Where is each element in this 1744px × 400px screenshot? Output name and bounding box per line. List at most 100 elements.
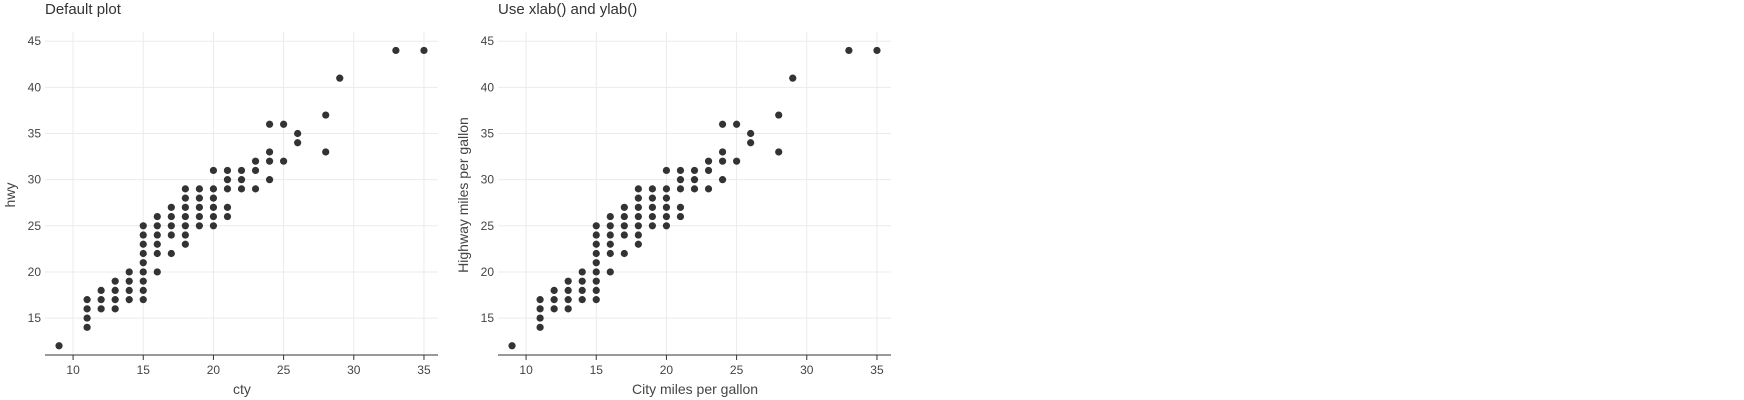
data-point — [153, 249, 161, 258]
data-point — [139, 296, 147, 304]
data-point — [111, 286, 119, 294]
scatter-panel-default: Default plot 10 15 20 25 30 3515202530354045 … — [2, 1, 438, 397]
data-point — [620, 249, 628, 258]
data-point — [676, 203, 685, 211]
chart-title: Use xlab() and ylab() — [498, 1, 637, 18]
y-tick-label: 15 — [481, 311, 495, 325]
y-tick-label: 20 — [481, 265, 495, 279]
data-point — [620, 231, 628, 239]
points — [508, 46, 881, 350]
data-point — [606, 231, 614, 239]
data-point — [550, 286, 558, 294]
data-point — [775, 148, 783, 156]
y-tick-label: 35 — [481, 127, 495, 141]
grid — [498, 32, 891, 355]
data-point — [662, 185, 671, 193]
data-point — [578, 296, 586, 304]
data-point — [536, 314, 544, 322]
data-point — [392, 46, 400, 55]
x-tick-label: 25 — [730, 363, 744, 377]
data-point — [564, 305, 572, 313]
y-tick-label: 25 — [481, 219, 495, 233]
data-point — [508, 342, 516, 350]
data-point — [592, 296, 600, 304]
data-point — [592, 259, 600, 267]
data-point — [139, 268, 147, 276]
x-tick-label: 10 — [66, 363, 80, 377]
x-axis-title: City miles per gallon — [632, 381, 758, 397]
data-point — [181, 240, 189, 248]
data-point — [606, 240, 614, 248]
data-point — [634, 240, 642, 248]
data-point — [718, 148, 727, 156]
data-point — [718, 176, 727, 184]
x-tick-label: 30 — [800, 363, 814, 377]
data-point — [873, 46, 881, 55]
data-point — [167, 249, 175, 258]
y-tick-label: 20 — [28, 265, 42, 279]
data-point — [83, 314, 91, 322]
data-point — [167, 212, 175, 221]
data-point — [676, 212, 685, 221]
x-tick-label: 20 — [207, 363, 221, 377]
data-point — [620, 203, 628, 211]
data-point — [592, 286, 600, 294]
data-point — [578, 268, 586, 276]
data-point — [280, 157, 288, 165]
data-point — [167, 203, 175, 211]
data-point — [606, 268, 614, 276]
data-point — [606, 222, 614, 230]
data-point — [280, 120, 288, 128]
data-point — [251, 185, 260, 193]
data-point — [223, 212, 232, 221]
data-point — [592, 277, 600, 285]
data-point — [294, 139, 302, 147]
points — [55, 46, 428, 350]
data-point — [97, 286, 105, 294]
data-point — [592, 240, 600, 248]
data-point — [195, 194, 203, 202]
data-point — [139, 277, 147, 285]
data-point — [195, 222, 203, 230]
data-point — [223, 203, 232, 211]
y-tick-label: 30 — [481, 173, 495, 187]
data-point — [223, 166, 232, 175]
grid — [45, 32, 438, 355]
data-point — [237, 176, 246, 184]
y-tick-label: 30 — [28, 173, 42, 187]
data-point — [662, 222, 671, 230]
axes: 10 15 20 25 30 35 15 20 25 30 35 40 45 — [28, 34, 438, 377]
data-point — [209, 194, 218, 202]
data-point — [83, 305, 91, 313]
data-point — [83, 323, 91, 331]
data-point — [662, 212, 671, 221]
data-point — [125, 268, 133, 276]
data-point — [550, 305, 558, 313]
data-point — [237, 166, 246, 175]
data-point — [718, 157, 727, 165]
data-point — [536, 305, 544, 313]
data-point — [648, 185, 656, 193]
data-point — [181, 231, 189, 239]
data-point — [195, 185, 203, 193]
x-tick-label: 35 — [870, 363, 884, 377]
data-point — [139, 286, 147, 294]
data-point — [251, 166, 260, 175]
data-point — [265, 176, 274, 184]
data-point — [648, 203, 656, 211]
data-point — [536, 296, 544, 304]
data-point — [747, 129, 755, 138]
data-point — [733, 120, 741, 128]
data-point — [97, 305, 105, 313]
data-point — [153, 222, 161, 230]
data-point — [662, 203, 671, 211]
data-point — [592, 268, 600, 276]
data-point — [153, 240, 161, 248]
y-tick-label: 45 — [28, 34, 42, 48]
data-point — [209, 166, 218, 175]
data-point — [634, 185, 642, 193]
data-point — [139, 240, 147, 248]
data-point — [322, 148, 330, 156]
data-point — [704, 185, 713, 193]
